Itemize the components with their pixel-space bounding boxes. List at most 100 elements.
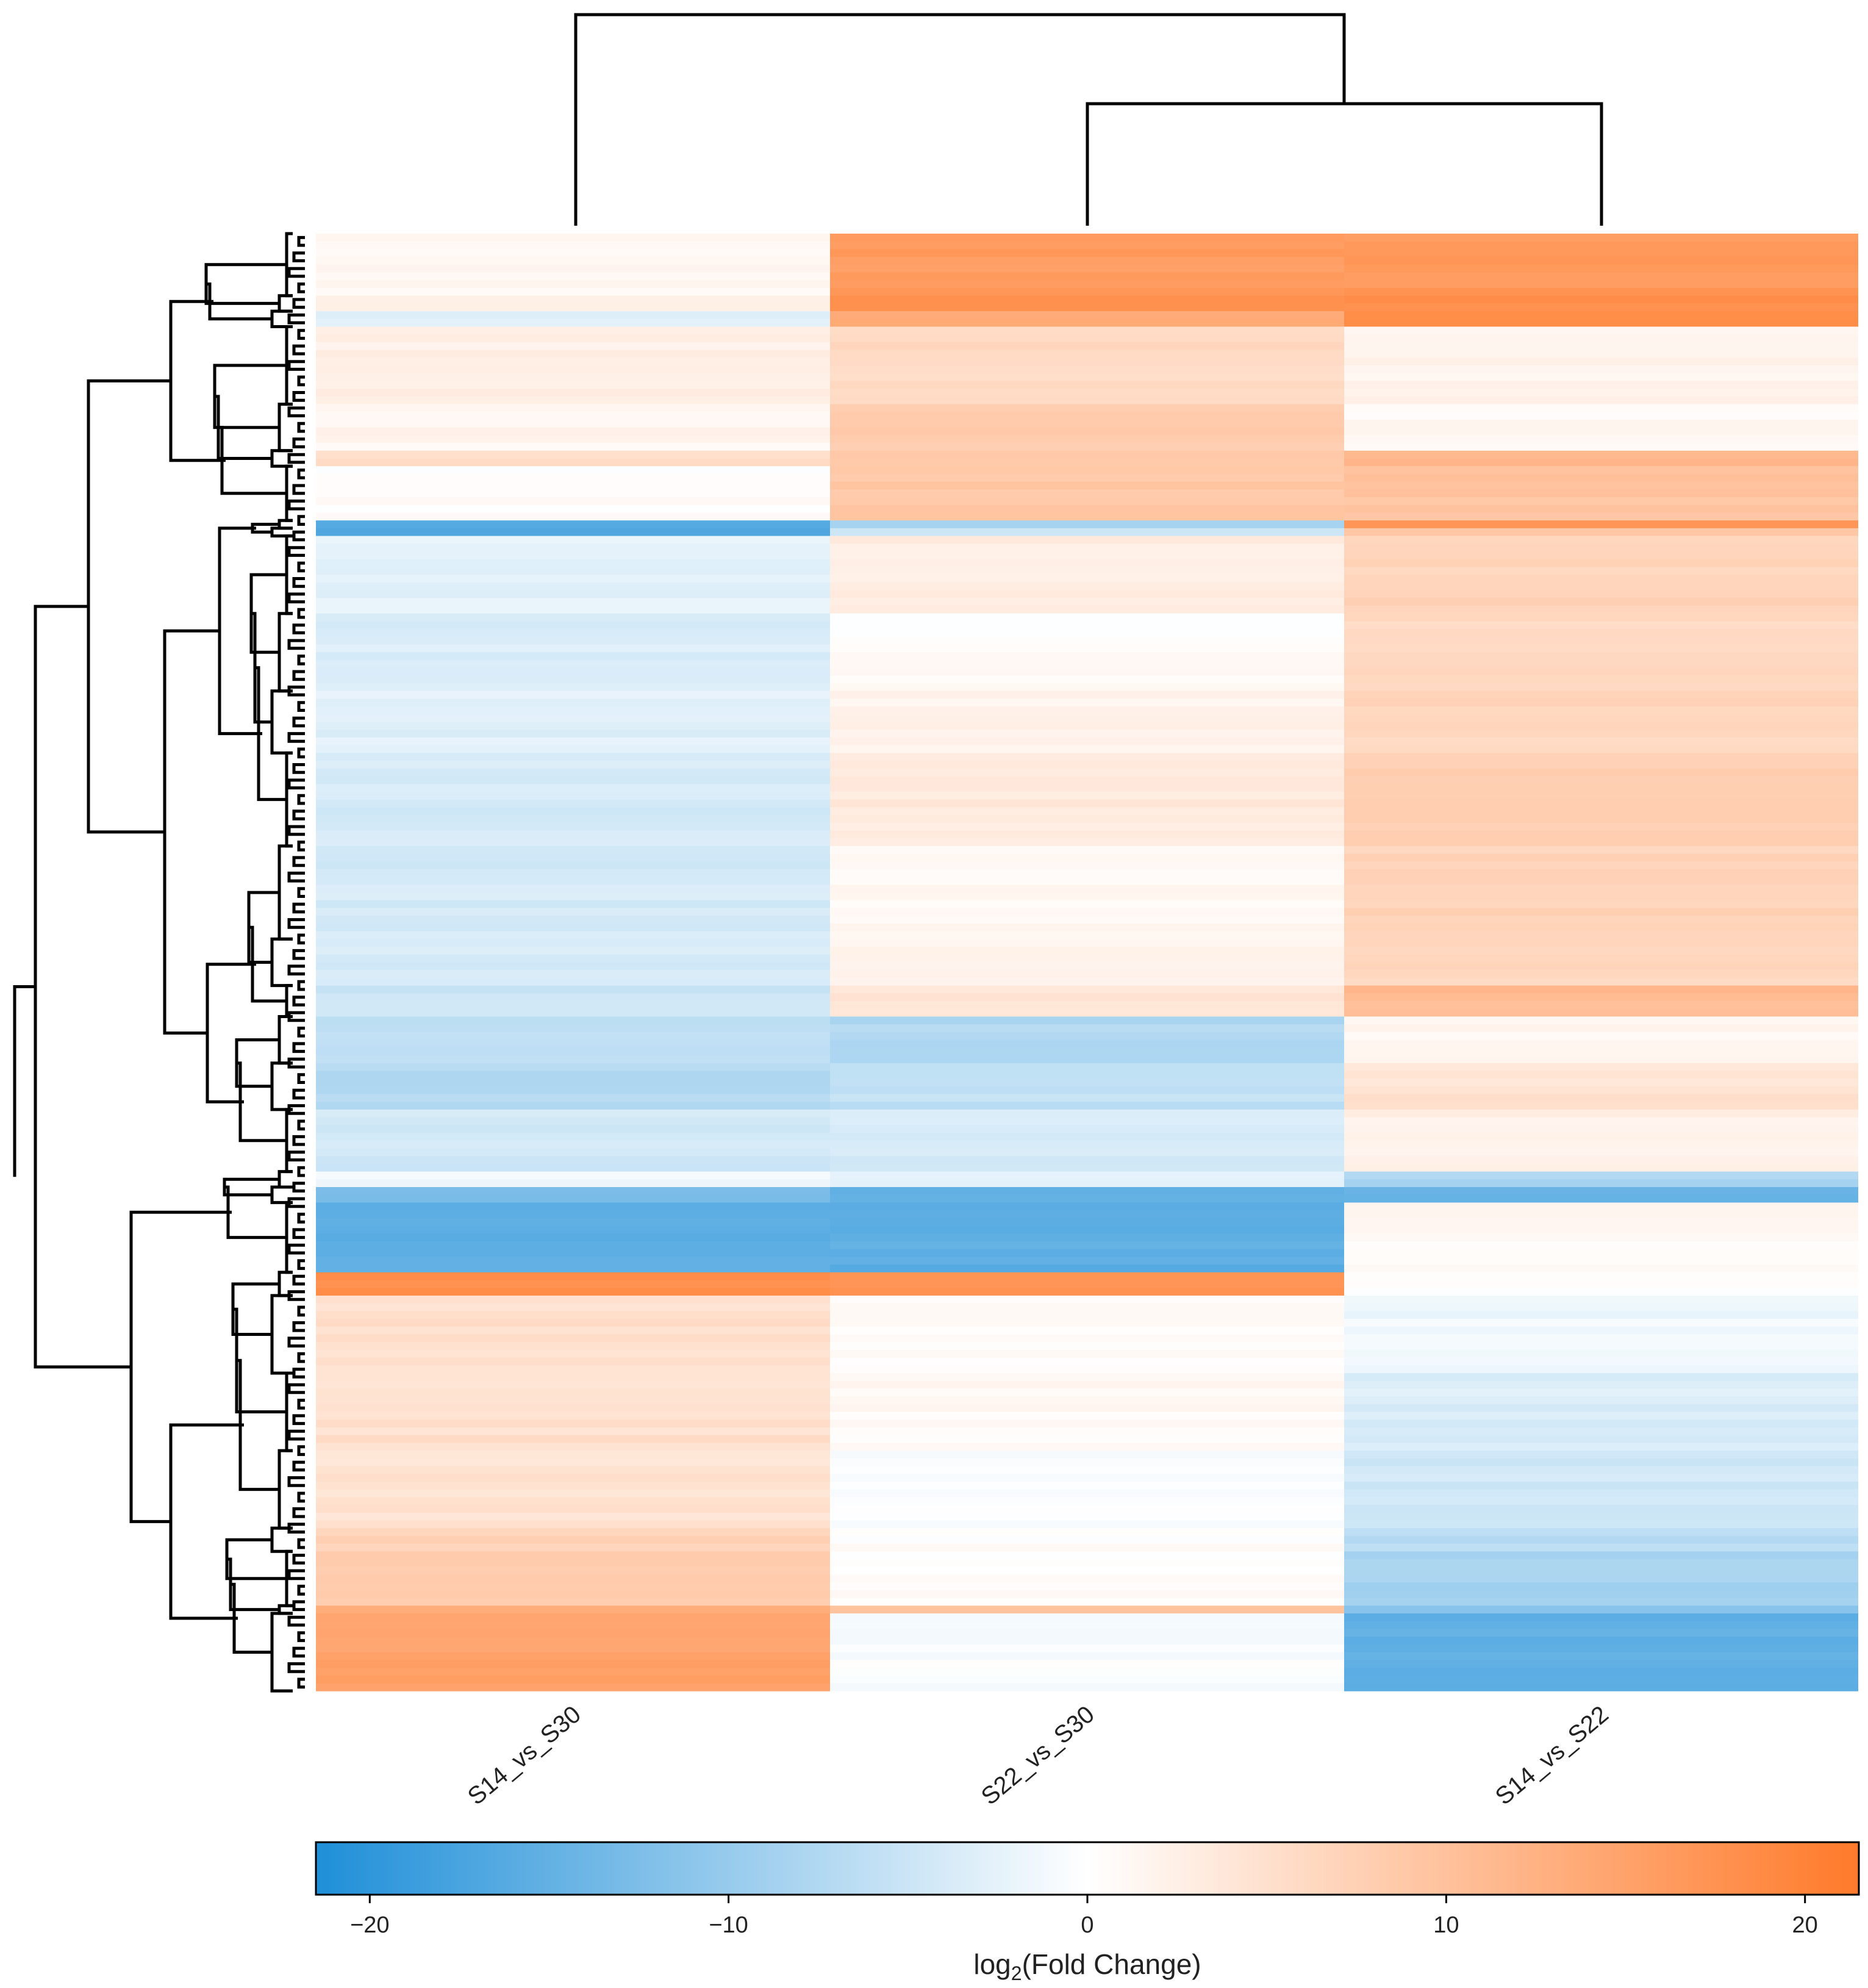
- row-dendrogram-leaf: [287, 918, 305, 929]
- heatmap-cell: [316, 1024, 830, 1033]
- heatmap-cell: [1344, 1071, 1858, 1079]
- row-dendrogram-block: [270, 689, 293, 755]
- heatmap-cell: [830, 1357, 1344, 1366]
- heatmap-cell: [830, 1179, 1344, 1188]
- heatmap-cell: [1344, 357, 1858, 366]
- heatmap-cell: [1344, 1319, 1858, 1327]
- row-dendrogram-leaf: [287, 313, 305, 325]
- heatmap-cell: [1344, 287, 1858, 296]
- heatmap-cell: [830, 326, 1344, 335]
- heatmap-cell: [1344, 629, 1858, 637]
- heatmap-cell: [316, 1280, 830, 1288]
- heatmap-cell: [1344, 954, 1858, 963]
- heatmap-cell: [830, 1109, 1344, 1118]
- heatmap-cell: [316, 1055, 830, 1064]
- row-dendrogram-leaf: [297, 1352, 305, 1363]
- heatmap-cell: [1344, 1210, 1858, 1219]
- row-dendrogram-leaf: [287, 267, 305, 278]
- heatmap-cell: [830, 745, 1344, 753]
- heatmap-cell: [830, 272, 1344, 281]
- heatmap-cell: [316, 295, 830, 304]
- heatmap-cell: [1344, 1474, 1858, 1482]
- heatmap-cell: [316, 1117, 830, 1125]
- heatmap-cell: [830, 1443, 1344, 1451]
- row-dendrogram-block: [277, 1170, 293, 1189]
- heatmap-cell: [316, 845, 830, 855]
- heatmap-cell: [1344, 1535, 1858, 1545]
- heatmap-cell: [830, 1489, 1344, 1498]
- heatmap-cell: [830, 264, 1344, 273]
- heatmap-cell: [1344, 458, 1858, 467]
- row-dendrogram-leaf: [292, 809, 305, 820]
- heatmap-cell: [1344, 1163, 1858, 1172]
- heatmap-cell: [830, 815, 1344, 824]
- heatmap-cell: [316, 706, 830, 715]
- heatmap-cell: [830, 1125, 1344, 1133]
- heatmap-cell: [1344, 962, 1858, 971]
- heatmap-cell: [1344, 412, 1858, 420]
- heatmap-cell: [316, 1551, 830, 1560]
- heatmap-cell: [1344, 1512, 1858, 1521]
- heatmap-cell: [830, 908, 1344, 916]
- heatmap-cell: [316, 970, 830, 978]
- heatmap-cell: [316, 443, 830, 451]
- heatmap-cell: [316, 853, 830, 862]
- heatmap-cell: [1344, 1481, 1858, 1490]
- heatmap-cell: [830, 722, 1344, 730]
- heatmap-cell: [316, 761, 830, 769]
- heatmap-cell: [316, 559, 830, 568]
- heatmap-cell: [830, 1210, 1344, 1219]
- heatmap-cell: [830, 1582, 1344, 1591]
- heatmap-cell: [830, 1535, 1344, 1545]
- heatmap-cell: [316, 1435, 830, 1443]
- row-dendrogram-block: [285, 232, 293, 298]
- heatmap-cell: [1344, 1288, 1858, 1296]
- heatmap-cell: [316, 1342, 830, 1351]
- heatmap-cell: [316, 939, 830, 947]
- heatmap-cell: [830, 652, 1344, 661]
- row-dendrogram-leaf: [297, 1259, 305, 1270]
- heatmap-cell: [830, 249, 1344, 257]
- heatmap-cell: [1344, 683, 1858, 692]
- heatmap-cell: [316, 1241, 830, 1250]
- heatmap-cell: [316, 458, 830, 467]
- heatmap-cell: [316, 1094, 830, 1102]
- heatmap-cell: [316, 466, 830, 475]
- heatmap-cell: [830, 838, 1344, 847]
- heatmap-cell: [1344, 931, 1858, 939]
- heatmap-cell: [316, 1497, 830, 1505]
- row-dendrogram-leaf: [292, 1088, 305, 1100]
- heatmap-cell: [316, 1311, 830, 1319]
- column-dendrogram-sub-branch: [1086, 102, 1603, 226]
- heatmap-cell: [830, 1311, 1344, 1319]
- row-dendrogram-leaf: [297, 1166, 305, 1177]
- heatmap-cell: [316, 241, 830, 250]
- heatmap-cell: [1344, 1257, 1858, 1265]
- heatmap-cell: [830, 1520, 1344, 1529]
- heatmap-cell: [830, 916, 1344, 924]
- heatmap-cell: [830, 768, 1344, 777]
- heatmap-cell: [316, 1194, 830, 1204]
- heatmap-cell: [316, 544, 830, 552]
- heatmap-cell: [830, 318, 1344, 328]
- heatmap-cell: [1344, 1489, 1858, 1498]
- colorbar-title-log: log: [973, 1948, 1011, 1980]
- heatmap-cell: [1344, 365, 1858, 374]
- heatmap-cell: [1344, 776, 1858, 784]
- heatmap-cell: [1344, 1047, 1858, 1056]
- heatmap-cell: [830, 1218, 1344, 1227]
- heatmap-cell: [1344, 1466, 1858, 1474]
- heatmap-cell: [1344, 745, 1858, 753]
- heatmap-cell: [830, 1637, 1344, 1645]
- heatmap-cell: [830, 365, 1344, 374]
- heatmap-cell: [316, 1225, 830, 1234]
- heatmap-cell: [1344, 1249, 1858, 1257]
- heatmap-cell: [316, 1140, 830, 1149]
- heatmap-cell: [1344, 730, 1858, 738]
- heatmap-cell: [830, 1497, 1344, 1505]
- heatmap-cell: [830, 644, 1344, 653]
- heatmap-cell: [830, 923, 1344, 932]
- heatmap-cell: [316, 1249, 830, 1257]
- heatmap-cell: [1344, 947, 1858, 955]
- row-dendrogram-leaf: [287, 639, 305, 650]
